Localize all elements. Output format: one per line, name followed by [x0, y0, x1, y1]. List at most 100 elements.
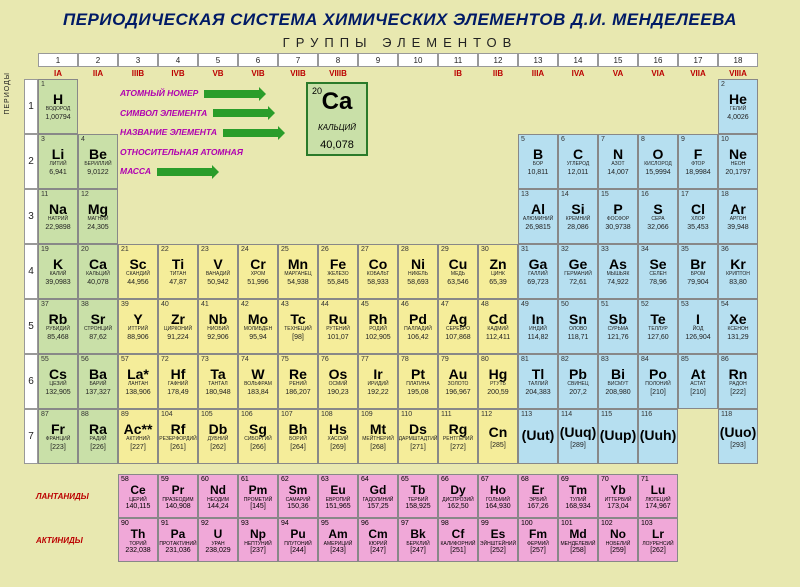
element-name: ОЛОВО	[569, 327, 587, 332]
atomic-mass: 102,905	[365, 334, 390, 341]
element-cell: 112Cn[285]	[478, 409, 518, 464]
element-symbol: Se	[649, 257, 666, 271]
atomic-number: 22	[161, 246, 169, 253]
atomic-number: 101	[561, 520, 573, 527]
element-symbol: Cm	[368, 527, 387, 541]
element-name: ЦИРКОНИЙ	[164, 327, 192, 332]
group-label: VB	[198, 67, 238, 79]
atomic-mass: [271]	[410, 444, 426, 451]
atomic-number: 49	[521, 301, 529, 308]
atomic-mass: [210]	[690, 389, 706, 396]
atomic-mass: 114,82	[528, 334, 549, 341]
element-cell: 96CmКЮРИЙ[247]	[358, 518, 398, 562]
element-symbol: Pm	[249, 483, 268, 497]
atomic-number: 24	[241, 246, 249, 253]
atomic-mass: 151,965	[325, 503, 350, 510]
atomic-mass: 88,906	[127, 334, 148, 341]
element-name: КАЛЬЦИЙ	[86, 272, 110, 277]
element-symbol: Mg	[88, 202, 108, 216]
element-cell: 57La*ЛАНТАН138,906	[118, 354, 158, 409]
element-symbol: Am	[328, 527, 347, 541]
atomic-mass: 126,904	[685, 334, 710, 341]
element-name: ИТТРИЙ	[128, 327, 148, 332]
atomic-number: 83	[601, 356, 609, 363]
group-number: 3	[118, 53, 158, 67]
group-number: 1	[38, 53, 78, 67]
group-number: 5	[198, 53, 238, 67]
element-name: ПАЛЛАДИЙ	[404, 327, 432, 332]
group-label: IB	[438, 67, 478, 79]
atomic-number: 102	[601, 520, 613, 527]
atomic-number: 69	[561, 476, 569, 483]
atomic-mass: [247]	[410, 547, 426, 554]
atomic-mass: 95,94	[249, 334, 267, 341]
atomic-mass: 127,60	[647, 334, 668, 341]
element-cell: 41NbНИОБИЙ92,906	[198, 299, 238, 354]
element-name: СУРЬМА	[608, 327, 629, 332]
atomic-number: 66	[441, 476, 449, 483]
atomic-number: 63	[321, 476, 329, 483]
element-name: НИОБИЙ	[207, 327, 229, 332]
element-symbol: Rg	[449, 422, 468, 436]
element-cell: 49InИНДИЙ114,82	[518, 299, 558, 354]
element-symbol: Os	[329, 367, 348, 381]
atomic-number: 47	[441, 301, 449, 308]
atomic-mass: 112,411	[486, 334, 510, 341]
atomic-number: 74	[241, 356, 249, 363]
element-cell: 81TlТАЛЛИЙ204,383	[518, 354, 558, 409]
atomic-mass: 79,904	[687, 279, 708, 286]
element-cell: 6CУГЛЕРОД12,011	[558, 134, 598, 189]
element-symbol: Pr	[172, 483, 185, 497]
atomic-number: 4	[81, 136, 85, 143]
element-symbol: Re	[289, 367, 307, 381]
atomic-mass: 106,42	[407, 334, 428, 341]
subtitle: ГРУППЫ ЭЛЕМЕНТОВ	[6, 34, 794, 53]
element-name: НИКЕЛЬ	[408, 272, 428, 277]
group-label: VIIIB	[318, 67, 358, 79]
atomic-mass: [98]	[292, 334, 304, 341]
atomic-number: 43	[281, 301, 289, 308]
atomic-mass: [222]	[730, 389, 746, 396]
element-cell: 77IrИРИДИЙ192,22	[358, 354, 398, 409]
atomic-number: 29	[441, 246, 449, 253]
atomic-number: 26	[321, 246, 329, 253]
element-cell: 53IЙОД126,904	[678, 299, 718, 354]
element-name: ЙОД	[693, 327, 704, 332]
element-cell: 52TeТЕЛЛУР127,60	[638, 299, 678, 354]
element-name: ОСМИЙ	[329, 382, 348, 387]
period-number: 1	[24, 79, 38, 134]
atomic-mass: 87,62	[89, 334, 107, 341]
element-cell: 30ZnЦИНК65,39	[478, 244, 518, 299]
element-symbol: Co	[369, 257, 388, 271]
element-symbol: In	[532, 312, 544, 326]
element-name: МЕДЬ	[451, 272, 465, 277]
group-numbers-row: 123456789101112131415161718	[24, 53, 794, 67]
atomic-mass: 173,04	[607, 503, 628, 510]
atomic-mass: 40,078	[87, 279, 108, 286]
element-name: СЕРЕБРО	[446, 327, 470, 332]
legend-name: НАЗВАНИЕ ЭЛЕМЕНТА	[120, 127, 217, 137]
element-symbol: Cf	[452, 527, 465, 541]
atomic-number: 67	[481, 476, 489, 483]
element-symbol: Rb	[49, 312, 68, 326]
element-cell: 63EuЕВРОПИЙ151,965	[318, 474, 358, 518]
atomic-mass: [266]	[250, 444, 266, 451]
element-symbol: P	[613, 202, 622, 216]
element-cell: 109MtМЕЙТНЕРИЙ[268]	[358, 409, 398, 464]
element-name: СВИНЕЦ	[567, 382, 588, 387]
element-cell: 11NaНАТРИЙ22,9898	[38, 189, 78, 244]
atomic-number: 116	[641, 411, 652, 418]
periodic-table-board: ПЕРИОДИЧЕСКАЯ СИСТЕМА ХИМИЧЕСКИХ ЭЛЕМЕНТ…	[0, 0, 800, 587]
element-symbol: Al	[531, 202, 545, 216]
atomic-number: 11	[41, 191, 48, 198]
arrow-icon	[213, 109, 269, 117]
element-symbol: Ac**	[124, 422, 153, 436]
element-symbol: Fr	[51, 422, 65, 436]
atomic-number: 10	[721, 136, 729, 143]
atomic-mass: 192,22	[367, 389, 388, 396]
element-symbol: Tm	[569, 483, 587, 497]
atomic-mass: [210]	[650, 389, 666, 396]
element-name: ФОСФОР	[607, 217, 629, 222]
atomic-number: 21	[121, 246, 129, 253]
element-name: ФТОР	[691, 162, 705, 167]
